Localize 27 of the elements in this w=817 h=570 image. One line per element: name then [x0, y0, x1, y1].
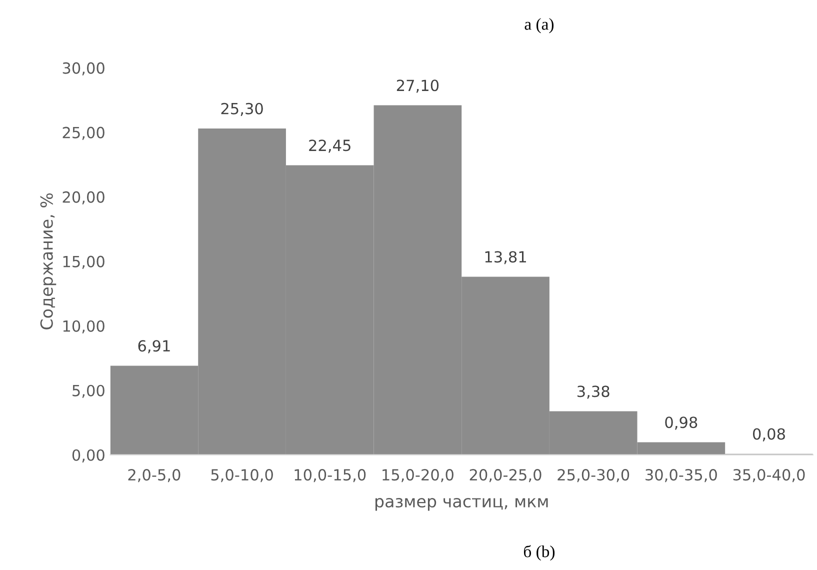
x-tick-label: 10,0-15,0: [294, 469, 366, 482]
y-tick-label: 30,00: [62, 62, 104, 76]
x-tick-label: 35,0-40,0: [733, 469, 805, 482]
y-tick-label: 25,00: [62, 126, 104, 140]
y-axis-title: Содержание, %: [40, 193, 56, 330]
x-tick-label: 15,0-20,0: [382, 469, 454, 482]
chart-title: а (а): [524, 18, 554, 34]
x-tick-label: 20,0-25,0: [470, 469, 542, 482]
data-label: 6,91: [138, 340, 170, 354]
text: б (b): [524, 545, 555, 561]
data-label: 25,30: [221, 102, 263, 116]
y-tick-label: 5,00: [72, 384, 104, 398]
data-label: 0,98: [665, 416, 698, 430]
y-tick-label: 10,00: [63, 320, 104, 334]
x-tick-label: 2,0-5,0: [128, 469, 180, 482]
data-label: 13,81: [485, 251, 526, 264]
data-label: 0,08: [753, 428, 785, 442]
data-label: 3,38: [578, 386, 610, 399]
x-tick-label: 30,0-35,0: [646, 469, 717, 482]
data-label: 27,10: [396, 80, 439, 93]
x-tick-label: 25,0-30,0: [558, 469, 630, 482]
data-label: 22,45: [309, 140, 350, 153]
y-tick-label: 20,00: [62, 191, 104, 204]
y-tick-label: 0,00: [72, 449, 104, 462]
y-tick-label: 15,00: [63, 256, 104, 269]
x-tick-label: 5,0-10,0: [211, 469, 273, 482]
x-axis-title: размер частиц, мкм: [375, 498, 548, 511]
